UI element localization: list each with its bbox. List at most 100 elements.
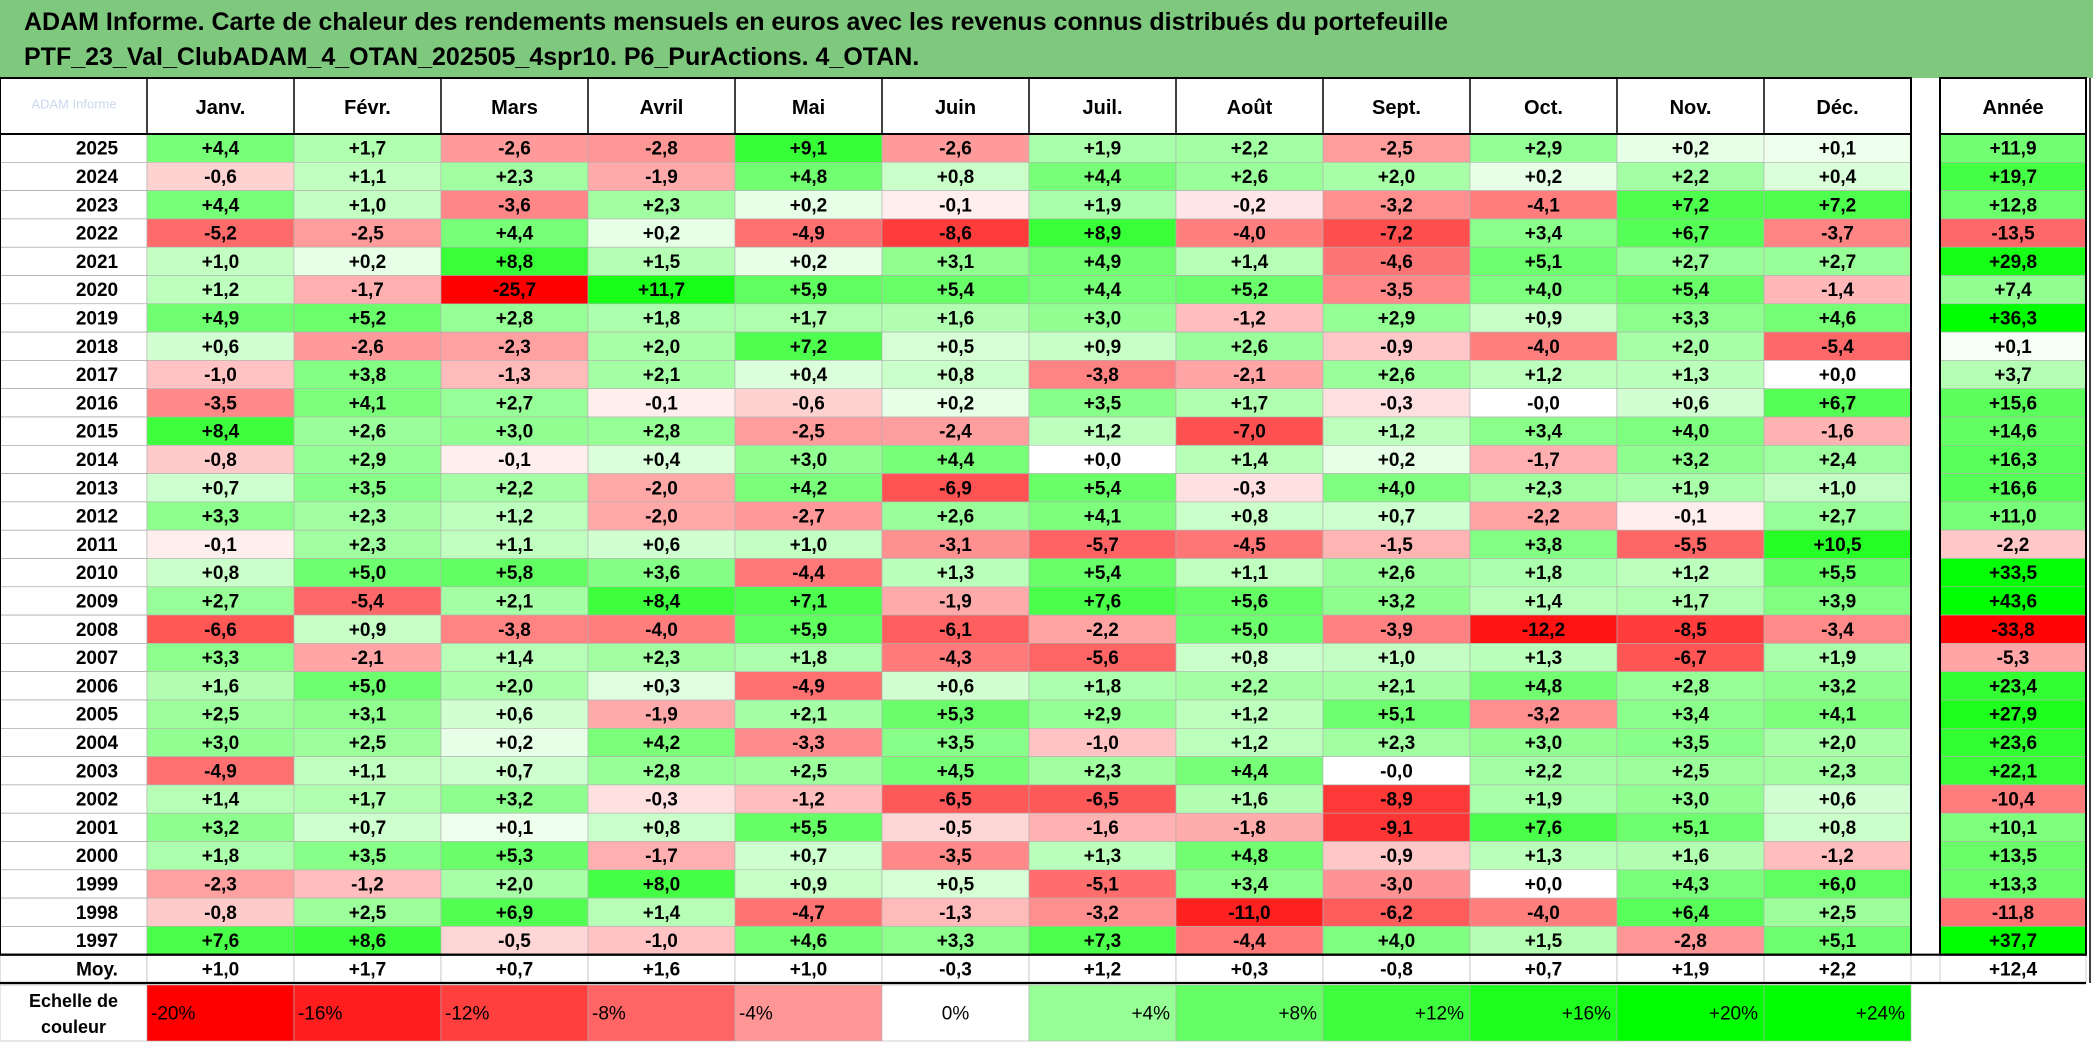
cell-value: -2,0: [645, 507, 678, 528]
heatmap-cell: [1028, 671, 1177, 701]
annual-value: +7,4: [1994, 280, 2032, 301]
heatmap-cell: [1469, 303, 1618, 333]
heatmap-cell: [146, 727, 295, 757]
heatmap-cell: [1028, 756, 1177, 786]
heatmap-cell: [293, 727, 442, 757]
cell-value: +1,1: [349, 761, 387, 782]
cell-value: -5,1: [1086, 874, 1119, 895]
cell-value: -8,9: [1380, 790, 1413, 811]
heatmap-cell: [293, 926, 442, 956]
heatmap-cell: [881, 643, 1030, 673]
heatmap-cell: [1322, 388, 1471, 418]
cell-value: +11,7: [638, 280, 685, 301]
cell-value: +4,2: [790, 478, 828, 499]
heatmap-cell: [1322, 501, 1471, 531]
cell-value: +0,7: [1378, 507, 1416, 528]
cell-value: +7,2: [790, 337, 828, 358]
cell-value: -1,0: [204, 365, 237, 386]
heatmap-cell: [1469, 529, 1618, 559]
cell-value: +3,0: [790, 450, 828, 471]
heatmap-cell: [440, 756, 589, 786]
heatmap-cell: [1469, 926, 1618, 956]
heatmap-cell: [1616, 558, 1765, 588]
cell-value: +2,6: [349, 422, 387, 443]
scale-step-label: +8%: [1278, 1004, 1317, 1025]
heatmap-cell: [1322, 727, 1471, 757]
cell-value: +1,2: [1084, 422, 1122, 443]
heatmap-cell: [146, 558, 295, 588]
cell-value: -5,6: [1086, 648, 1119, 669]
annual-value: +14,6: [1989, 422, 2037, 443]
cell-value: +4,0: [1525, 280, 1563, 301]
cell-value: +2,3: [349, 535, 387, 556]
cell-value: +2,1: [1378, 676, 1416, 697]
cell-value: +0,7: [790, 846, 828, 867]
average-value: +0,7: [1525, 959, 1563, 980]
cell-value: -1,3: [939, 903, 972, 924]
cell-value: +0,7: [496, 761, 534, 782]
cell-value: -0,5: [939, 818, 972, 839]
cell-value: +3,5: [349, 478, 387, 499]
heatmap-cell: [1028, 897, 1177, 927]
heatmap-cell: [1763, 586, 1912, 616]
heatmap-cell: [1469, 586, 1618, 616]
cell-value: +1,1: [1231, 563, 1269, 584]
cell-value: +5,9: [790, 280, 828, 301]
cell-value: -1,6: [1086, 818, 1119, 839]
heatmap-cell: [1469, 699, 1618, 729]
cell-value: -4,0: [645, 620, 678, 641]
year-label: 2019: [76, 308, 118, 329]
cell-value: +2,5: [202, 705, 240, 726]
title-band: ADAM Informe. Carte de chaleur des rende…: [0, 0, 2093, 78]
heatmap-cell: [1175, 303, 1324, 333]
heatmap-cell: [1028, 727, 1177, 757]
cell-value: +1,5: [1525, 931, 1563, 952]
annual-value: +13,3: [1989, 874, 2037, 895]
annual-cell: [1939, 671, 2087, 701]
cell-value: +5,0: [349, 563, 387, 584]
heatmap-cell: [1175, 473, 1324, 503]
heatmap-cell: [587, 275, 736, 305]
scale-step-label: +20%: [1709, 1004, 1758, 1025]
year-label-cell: [0, 190, 148, 220]
cell-value: -0,3: [1380, 393, 1413, 414]
heatmap-cell: [1322, 529, 1471, 559]
cell-value: -1,6: [1821, 422, 1854, 443]
heatmap-cell: [293, 784, 442, 814]
cell-value: +1,2: [1231, 733, 1269, 754]
heatmap-cell: [293, 869, 442, 899]
year-label-cell: [0, 897, 148, 927]
cell-value: +0,1: [1819, 139, 1857, 160]
heatmap-cell: [587, 416, 736, 446]
heatmap-cell: [1175, 529, 1324, 559]
cell-value: +0,3: [643, 676, 681, 697]
cell-value: +2,5: [790, 761, 828, 782]
cell-value: +5,6: [1231, 591, 1269, 612]
year-label: 2003: [76, 761, 118, 782]
cell-value: +9,1: [790, 139, 828, 160]
year-label-cell: [0, 162, 148, 191]
cell-value: +0,2: [790, 195, 828, 216]
heatmap-cell: [734, 756, 883, 786]
heatmap-cell: [1175, 501, 1324, 531]
heatmap-cell: [1616, 444, 1765, 474]
year-label: 2021: [76, 252, 119, 273]
cell-value: +4,9: [1084, 252, 1122, 273]
cell-value: +3,3: [202, 648, 240, 669]
annual-value: +23,6: [1989, 733, 2037, 754]
cell-value: +2,0: [1672, 337, 1710, 358]
cell-value: +2,0: [496, 874, 534, 895]
heatmap-cell: [881, 275, 1030, 305]
cell-value: -2,1: [1233, 365, 1266, 386]
heatmap-cell: [146, 614, 295, 644]
cell-value: +0,9: [1525, 308, 1563, 329]
cell-value: +5,4: [1084, 563, 1122, 584]
cell-value: -7,0: [1233, 422, 1266, 443]
heatmap-cell: [734, 331, 883, 361]
scale-swatch: [1469, 984, 1618, 1042]
heatmap-cell: [1469, 444, 1618, 474]
year-label-cell: [0, 699, 148, 729]
cell-value: -3,5: [1380, 280, 1413, 301]
heatmap-cell: [734, 699, 883, 729]
cell-value: -5,4: [351, 591, 384, 612]
